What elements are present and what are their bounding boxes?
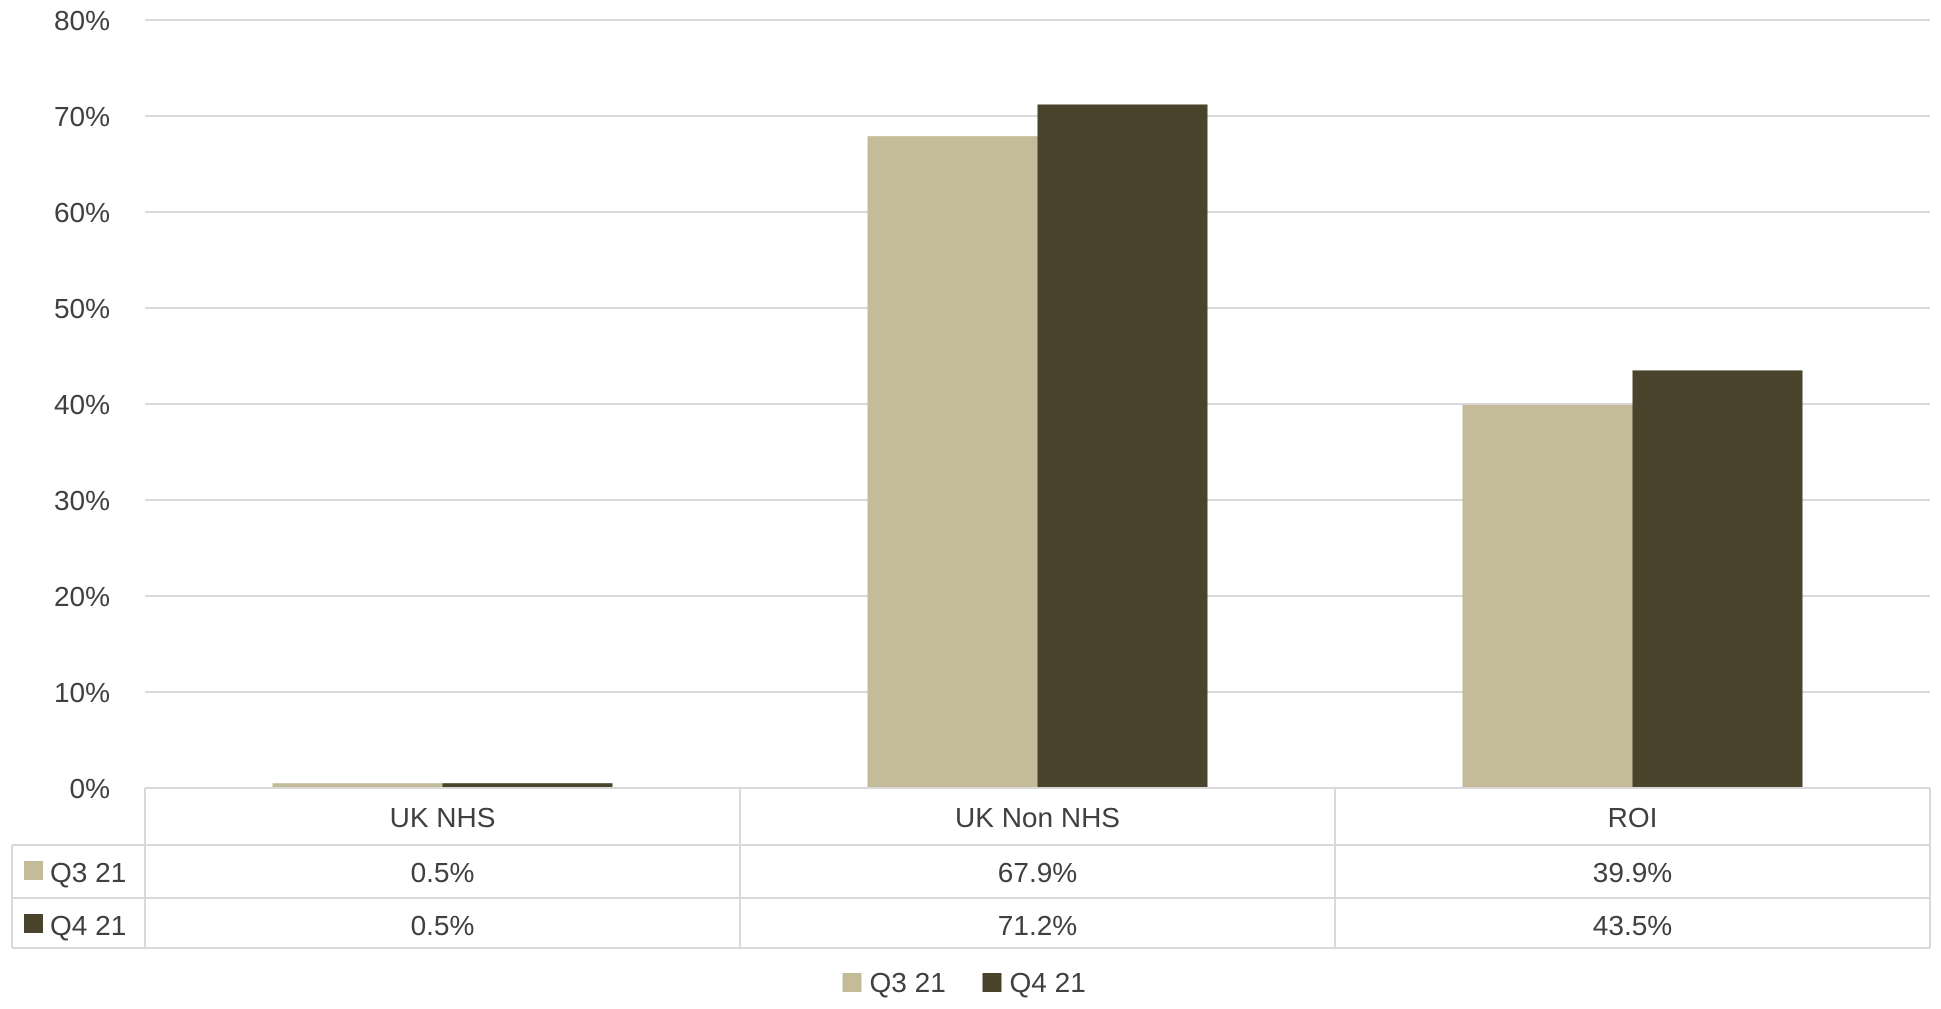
table-cell: 0.5%	[411, 857, 475, 888]
table-header-cell: UK Non NHS	[955, 802, 1120, 833]
bar	[442, 783, 613, 788]
bars	[272, 104, 1803, 789]
legend: Q3 21 Q4 21	[842, 967, 1086, 998]
table-header-cell: UK NHS	[390, 802, 496, 833]
legend-swatch	[842, 973, 862, 992]
data-table: UK NHS UK Non NHS ROI Q3 21 0.5% 67.9% 39.9% Q4…	[11, 787, 1931, 949]
table-cell: 39.9%	[1593, 857, 1672, 888]
bar	[867, 136, 1038, 788]
legend-key-swatch	[24, 914, 43, 933]
y-tick-label: 20%	[54, 581, 110, 612]
table-cell: 71.2%	[998, 910, 1077, 941]
legend-label: Q3 21	[870, 967, 946, 998]
y-axis-tick-labels: 0% 10% 20% 30% 40% 50% 60% 70% 80%	[54, 5, 110, 804]
table-cell: 43.5%	[1593, 910, 1672, 941]
legend-key-swatch	[24, 861, 43, 880]
bar	[1462, 404, 1633, 788]
bar	[1632, 370, 1803, 788]
y-tick-label: 30%	[54, 485, 110, 516]
table-row-label: Q3 21	[50, 857, 126, 888]
y-tick-label: 0%	[70, 773, 110, 804]
legend-label: Q4 21	[1010, 967, 1086, 998]
table-cell: 67.9%	[998, 857, 1077, 888]
table-row-label: Q4 21	[50, 910, 126, 941]
bar	[272, 783, 443, 788]
y-tick-label: 10%	[54, 677, 110, 708]
y-tick-label: 40%	[54, 389, 110, 420]
bar	[1037, 104, 1208, 789]
table-cell: 0.5%	[411, 910, 475, 941]
y-tick-label: 50%	[54, 293, 110, 324]
y-tick-label: 60%	[54, 197, 110, 228]
y-tick-label: 80%	[54, 5, 110, 36]
y-tick-label: 70%	[54, 101, 110, 132]
legend-swatch	[982, 973, 1002, 992]
table-header-cell: ROI	[1608, 802, 1658, 833]
